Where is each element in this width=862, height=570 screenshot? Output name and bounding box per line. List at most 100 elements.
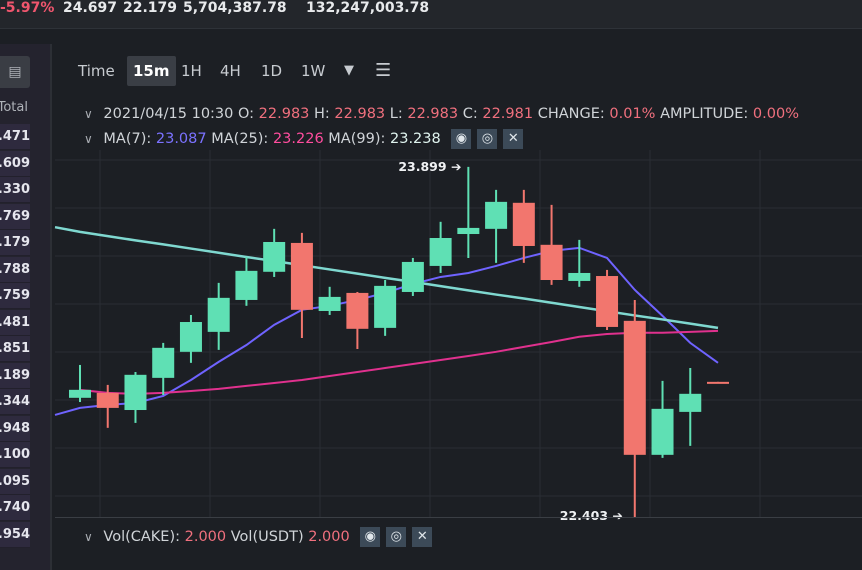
interval-1w[interactable]: 1W <box>301 62 326 80</box>
candle-up <box>318 296 341 311</box>
eye-icon[interactable]: ◉ <box>451 129 472 149</box>
candle-up <box>457 227 480 235</box>
close-label: C: <box>462 106 478 122</box>
candle-up <box>485 201 508 229</box>
ma-legend: ∨ MA(7): 23.087 MA(25): 23.226 MA(99): 2… <box>84 129 524 149</box>
volume-quote-value: 2.000 <box>308 529 350 545</box>
candle-up <box>124 374 147 411</box>
candle-down <box>540 244 563 281</box>
interval-1d[interactable]: 1D <box>261 62 283 80</box>
ma7-value: 23.087 <box>155 131 207 147</box>
candle-down <box>96 392 119 408</box>
amplitude-label: AMPLITUDE: <box>660 106 749 122</box>
chevron-down-icon[interactable]: ∨ <box>84 530 93 544</box>
chevron-down-icon[interactable]: ∨ <box>84 132 93 146</box>
candle-down <box>623 320 646 455</box>
order-book-row[interactable]: 3.759 <box>0 283 30 309</box>
volume-quote-label: Vol(USDT) <box>230 529 304 545</box>
candle-up <box>235 270 258 300</box>
ma7-label: MA(7): <box>103 131 152 147</box>
ma99-label: MA(99): <box>328 131 386 147</box>
candle-up <box>207 297 230 332</box>
min-price-annotation: 22.403 ➔ <box>559 507 623 523</box>
ticker-volume-base: 5,704,387.78 <box>183 0 287 16</box>
ma25-label: MA(25): <box>211 131 269 147</box>
ticker-bar: -5.97% 24.697 22.179 5,704,387.78 132,24… <box>0 0 862 29</box>
order-book-row[interactable]: 3.179 <box>0 230 30 256</box>
order-book-row[interactable]: 0.851 <box>0 336 30 362</box>
total-column-header: Total <box>0 100 28 115</box>
change-label: CHANGE: <box>537 106 605 122</box>
ma99-value: 23.238 <box>390 131 441 147</box>
candle-up <box>263 241 286 272</box>
candle-up <box>401 261 424 292</box>
candle-up <box>568 272 591 281</box>
volume-base-value: 2.000 <box>184 529 227 545</box>
close-icon[interactable]: ✕ <box>503 129 524 149</box>
order-book-sidebar: ▤ Total 1.4712.6095.3302.7693.1793.7883.… <box>0 44 52 570</box>
interval-15m[interactable]: 15m <box>127 56 176 86</box>
order-book-row[interactable]: 4.481 <box>0 309 30 336</box>
candle-date: 2021/04/15 10:30 <box>103 106 234 122</box>
order-book-row[interactable]: 3.344 <box>0 389 30 415</box>
order-book-row[interactable]: 3.788 <box>0 256 30 283</box>
candle-up <box>679 393 702 412</box>
settings-icon[interactable]: ◎ <box>386 527 407 547</box>
interval-4h[interactable]: 4H <box>220 62 241 80</box>
low-value: 22.983 <box>407 106 459 122</box>
order-book-row[interactable]: 1.100 <box>0 442 30 468</box>
order-book-row[interactable]: 2.948 <box>0 415 30 442</box>
interval-1h[interactable]: 1H <box>181 62 202 80</box>
high-value: 22.983 <box>334 106 386 122</box>
open-value: 22.983 <box>258 106 310 122</box>
change-value: 0.01% <box>609 106 656 122</box>
amplitude-value: 0.00% <box>752 106 799 122</box>
candle-up <box>374 285 397 328</box>
order-book-toggle-icon[interactable]: ▤ <box>0 56 30 88</box>
ticker-high: 24.697 <box>63 0 118 16</box>
eye-icon[interactable]: ◉ <box>360 527 381 547</box>
volume-base-label: Vol(CAKE): <box>103 529 181 545</box>
volume-legend: ∨ Vol(CAKE): 2.000 Vol(USDT) 2.000 ◉ ◎ ✕ <box>84 527 433 547</box>
min-price-label: 22.403 <box>559 507 609 523</box>
candle-up <box>152 347 175 378</box>
max-price-label: 23.899 <box>398 158 447 174</box>
candle-up <box>429 238 452 266</box>
sliders-icon[interactable]: ☰ <box>375 60 392 81</box>
candle-up <box>179 322 202 352</box>
volume-pane-divider <box>55 517 862 518</box>
ohlc-legend: ∨ 2021/04/15 10:30 O: 22.983 H: 22.983 L… <box>84 106 799 122</box>
ticker-low: 22.179 <box>123 0 178 16</box>
ma25-value: 23.226 <box>272 131 324 147</box>
ticker-volume-quote: 132,247,003.78 <box>306 0 430 16</box>
ma25-line <box>79 329 719 395</box>
order-book-row[interactable]: 0.954 <box>0 521 30 548</box>
candle-down <box>707 381 729 384</box>
order-book-row[interactable]: 2.769 <box>0 203 30 230</box>
order-book-row[interactable]: 5.095 <box>0 468 30 495</box>
high-label: H: <box>314 106 330 122</box>
chevron-down-icon[interactable]: ∨ <box>84 107 93 121</box>
order-book-row[interactable]: 1.471 <box>0 124 30 150</box>
open-label: O: <box>238 106 255 122</box>
close-icon[interactable]: ✕ <box>412 527 433 547</box>
candle-up <box>69 389 91 398</box>
settings-icon[interactable]: ◎ <box>477 129 498 149</box>
candle-down <box>346 292 369 329</box>
order-book-row[interactable]: 5.330 <box>0 177 30 203</box>
order-book-row[interactable]: 2.609 <box>0 150 30 177</box>
max-price-annotation: 23.899 ➔ <box>398 158 462 174</box>
candle-up <box>651 408 674 455</box>
ticker-change: -5.97% <box>0 0 55 16</box>
candle-down <box>596 276 619 327</box>
candle-down <box>512 202 535 246</box>
triangle-down-icon[interactable]: ▼ <box>344 63 354 78</box>
candle-down <box>290 242 313 310</box>
ma7-line <box>54 246 719 416</box>
low-label: L: <box>389 106 403 122</box>
order-book-row[interactable]: 3.740 <box>0 495 30 521</box>
interval-time[interactable]: Time <box>78 62 115 80</box>
close-value: 22.981 <box>482 106 534 122</box>
order-book-row[interactable]: 7.189 <box>0 362 30 389</box>
